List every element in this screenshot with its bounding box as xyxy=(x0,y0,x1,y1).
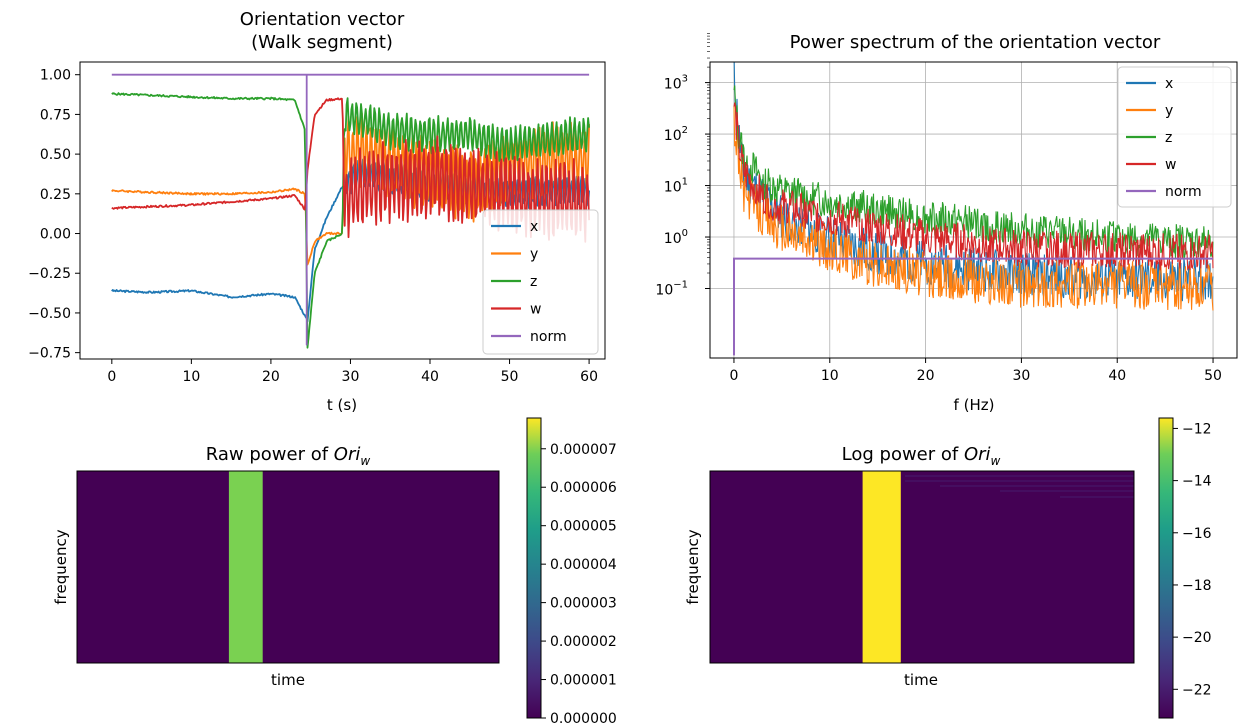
chart-subtitle: (Walk segment) xyxy=(251,32,393,53)
x-tick-label: 20 xyxy=(917,368,935,384)
series-line-w xyxy=(111,97,590,243)
x-tick-label: 0 xyxy=(107,369,116,385)
colorbar-ticks: 0.000000 0.000001 0.000002 0.000003 0.000004… xyxy=(541,442,617,727)
y-tick-label: 1.00 xyxy=(40,68,71,84)
y-tick-label: 0.00 xyxy=(40,227,71,243)
x-tick-label: 40 xyxy=(421,369,439,385)
legend-label-z: z xyxy=(1165,130,1172,146)
x-tick-label: 10 xyxy=(182,369,200,385)
y-tick-label: 10−1 xyxy=(655,280,688,299)
y-tick-label: 0.25 xyxy=(40,187,71,203)
x-tick-label: 50 xyxy=(501,369,519,385)
colorbar-tick-label: 0.000006 xyxy=(550,480,617,496)
y-tick-label: 102 xyxy=(664,125,688,144)
colorbar-tick-label: −20 xyxy=(1182,630,1212,646)
y-tick-label: 101 xyxy=(664,177,688,196)
heatmap-texture xyxy=(905,475,1134,498)
y-tick-label: 0.75 xyxy=(40,107,71,123)
plot-frame xyxy=(709,61,1238,359)
plot-lines xyxy=(111,73,590,349)
legend-label-y: y xyxy=(1165,103,1173,119)
y-axis-label: frequency xyxy=(684,529,702,604)
series-line-z xyxy=(733,85,1214,259)
x-axis-label: f (Hz) xyxy=(954,396,995,414)
x-tick-label: 60 xyxy=(580,369,598,385)
colorbar-tick-label: −22 xyxy=(1182,682,1212,698)
legend-label-x: x xyxy=(1165,76,1173,92)
colorbar-tick-label: −12 xyxy=(1182,421,1212,437)
y-tick-label: −0.75 xyxy=(28,346,71,362)
x-axis-label: time xyxy=(271,671,305,689)
plot-lines xyxy=(733,62,1214,356)
y-tick-label: 100 xyxy=(664,228,688,247)
x-tick-label: 0 xyxy=(729,368,738,384)
log-power-heatmap: Log power of Oriw time frequency −12−14−… xyxy=(684,417,1212,719)
chart-title: Power spectrum of the orientation vector xyxy=(790,32,1161,53)
orientation-chart: Orientation vector (Walk segment) 0 10 20 3… xyxy=(28,9,606,414)
heatmap-background xyxy=(710,471,1134,663)
colorbar-tick-label: 0.000002 xyxy=(550,634,617,650)
y-tick-label: 103 xyxy=(664,74,688,93)
colorbar-tick-label: −14 xyxy=(1182,474,1212,490)
x-tick-label: 30 xyxy=(342,369,360,385)
y-tick-label: 0.50 xyxy=(40,147,71,163)
chart-title: Raw power of Oriw xyxy=(206,444,371,468)
colorbar xyxy=(526,417,542,719)
chart-title: Log power of Oriw xyxy=(842,444,1001,468)
colorbar-ticks: −12 −14 −16 −18 −20 −22 xyxy=(1173,421,1212,698)
axis-ticks: 0 10 20 30 40 50 60 −0.75 −0.50 −0.25 0.00 0.25 0.50… xyxy=(28,68,598,385)
x-axis-label: time xyxy=(904,671,938,689)
legend-label-y: y xyxy=(530,247,538,263)
series-line-norm xyxy=(733,257,1213,356)
x-tick-label: 10 xyxy=(821,368,839,384)
legend-label-w: w xyxy=(1165,157,1176,173)
colorbar-tick-label: 0.000000 xyxy=(550,711,617,727)
x-tick-label: 40 xyxy=(1108,368,1126,384)
colorbar-tick-label: 0.000001 xyxy=(550,673,617,689)
heatmap-band xyxy=(228,471,263,663)
legend-label-w: w xyxy=(530,302,541,318)
colorbar-tick-label: −16 xyxy=(1182,526,1212,542)
series-line-z xyxy=(111,92,590,349)
legend-label-norm: norm xyxy=(530,329,567,345)
chart-title: Orientation vector xyxy=(240,9,405,30)
y-tick-label: −0.25 xyxy=(28,266,71,282)
y-tick-label: −0.50 xyxy=(28,306,71,322)
colorbar-tick-label: 0.000005 xyxy=(550,519,617,535)
heatmap-band xyxy=(862,471,901,663)
plot-frame xyxy=(79,61,606,360)
x-tick-label: 20 xyxy=(262,369,280,385)
legend-label-x: x xyxy=(530,219,538,235)
heatmap-frame xyxy=(709,470,1135,664)
raw-power-heatmap: Raw power of Oriw time frequency 0.00000… xyxy=(52,417,617,727)
power-spectrum-chart: Power spectrum of the orientation vector… xyxy=(655,32,1238,414)
heatmap-background xyxy=(77,471,499,663)
x-tick-label: 50 xyxy=(1204,368,1222,384)
x-tick-label: 30 xyxy=(1012,368,1030,384)
colorbar-tick-label: −18 xyxy=(1182,578,1212,594)
colorbar-tick-label: 0.000004 xyxy=(550,557,617,573)
colorbar-tick-label: 0.000003 xyxy=(550,596,617,612)
colorbar-tick-label: 0.000007 xyxy=(550,442,617,458)
series-line-norm xyxy=(111,73,590,346)
y-axis-label: frequency xyxy=(52,529,70,604)
colorbar xyxy=(1158,417,1174,719)
legend-label-z: z xyxy=(530,274,537,290)
x-axis-label: t (s) xyxy=(327,396,357,414)
heatmap-frame xyxy=(76,470,500,664)
series-line-y xyxy=(733,106,1214,311)
legend-label-norm: norm xyxy=(1165,184,1202,200)
